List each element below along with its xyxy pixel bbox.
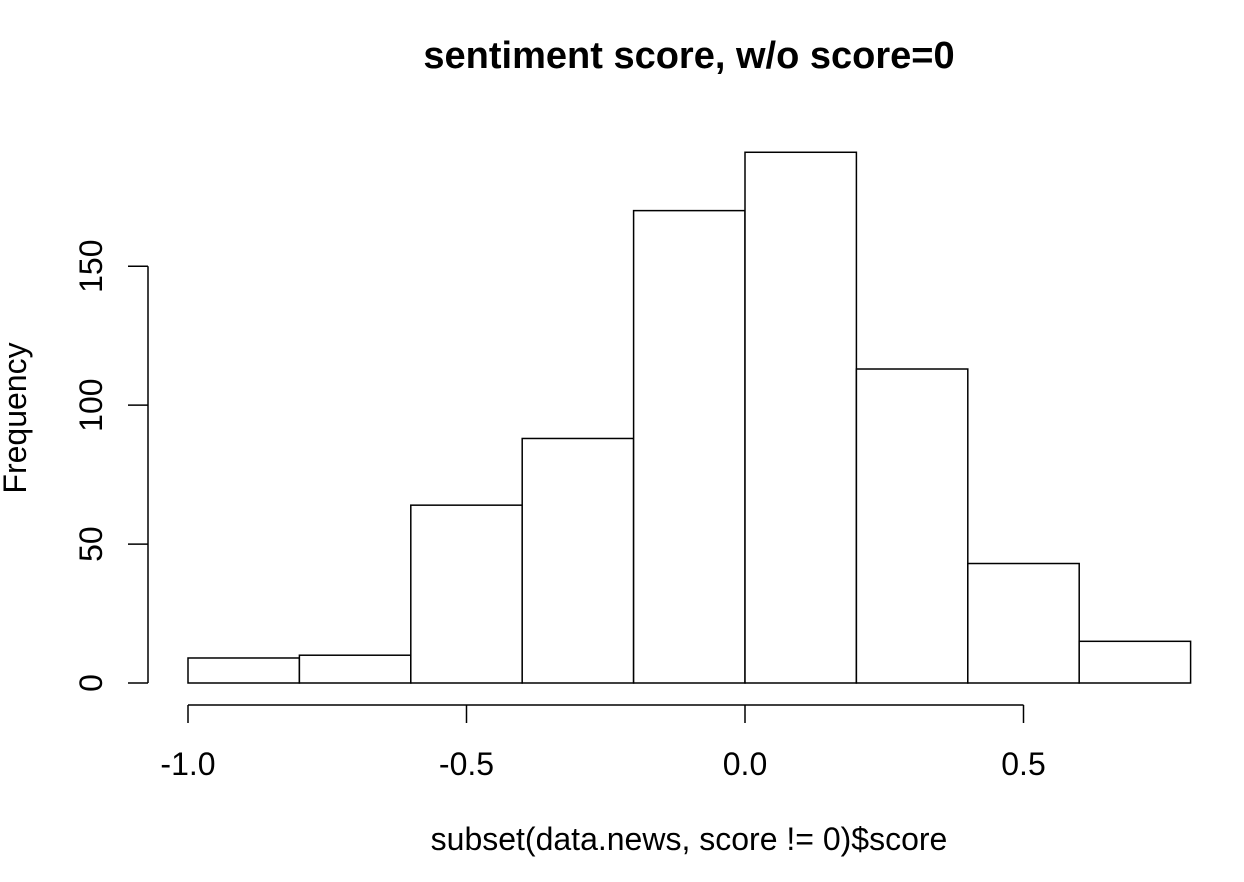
y-tick-label: 100 (73, 378, 109, 431)
bars-group (187, 151, 1192, 684)
y-axis: 0 50 100 150 (73, 239, 149, 692)
x-axis-label: subset(data.news, score != 0)$score (431, 821, 948, 857)
histogram-bar-8 (1078, 640, 1192, 684)
histogram-bar-7 (967, 562, 1080, 684)
x-axis: -1.0 -0.5 0.0 0.5 (160, 704, 1046, 782)
y-tick-label: 0 (73, 674, 109, 692)
histogram-bar-5 (744, 151, 858, 684)
x-tick-label: -1.0 (160, 746, 215, 782)
histogram-bar-3 (521, 437, 635, 684)
histogram-bar-2 (410, 504, 523, 684)
histogram-bar-1 (298, 654, 412, 684)
x-tick-label: -0.5 (439, 746, 494, 782)
histogram-bar-0 (187, 657, 301, 684)
x-tick-label: 0.0 (723, 746, 767, 782)
x-tick-label: 0.5 (1001, 746, 1045, 782)
y-axis-label: Frequency (0, 342, 33, 493)
chart-title: sentiment score, w/o score=0 (423, 35, 954, 77)
histogram-bar-4 (632, 209, 746, 684)
y-tick-label: 150 (73, 239, 109, 292)
histogram-bar-6 (855, 368, 969, 684)
y-tick-label: 50 (73, 526, 109, 562)
